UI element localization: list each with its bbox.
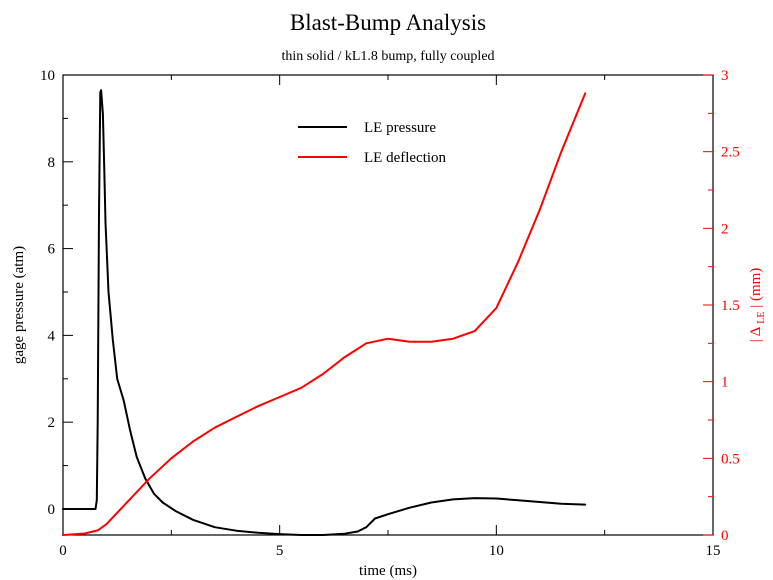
series-line-le-deflection	[62, 92, 587, 536]
x-axis: 0 5 10 15	[59, 75, 721, 559]
series-layer	[62, 89, 587, 536]
y2-axis-label: | Δ LE | (mm)	[748, 268, 768, 343]
series-line-le-pressure	[62, 89, 587, 536]
x-tick-label: 5	[276, 543, 284, 559]
y2-tick-label: 2.5	[721, 145, 740, 161]
y2-tick-label: 1.5	[721, 298, 740, 314]
y-axis-label: gage pressure (atm)	[11, 246, 27, 364]
legend-label-deflection: LE deflection	[364, 150, 447, 166]
y2-axis-label-subscript: LE	[756, 312, 767, 324]
x-axis-label: time (ms)	[359, 563, 417, 579]
y2-axis: 0 0.5 1 1.5 2 2.5 3	[703, 68, 740, 544]
y-tick-label: 8	[48, 155, 56, 171]
y2-tick-label: 1	[721, 375, 729, 391]
y2-tick-label: 0	[721, 528, 729, 544]
y2-axis-label-left: | Δ	[748, 326, 764, 342]
legend-label-pressure: LE pressure	[364, 120, 436, 136]
y-tick-label: 0	[48, 502, 56, 518]
y2-tick-label: 2	[721, 221, 729, 237]
x-tick-label: 10	[489, 543, 504, 559]
y-axis: 0 2 4 6 8 10	[40, 68, 73, 518]
y2-tick-label: 3	[721, 68, 729, 84]
plot-frame	[62, 74, 714, 536]
y-tick-label: 6	[48, 242, 56, 258]
y-tick-label: 2	[48, 415, 56, 431]
legend: LE pressure LE deflection	[298, 120, 447, 166]
chart-title: Blast-Bump Analysis	[290, 10, 486, 35]
x-tick-label: 15	[706, 543, 721, 559]
y-tick-label: 10	[40, 68, 55, 84]
x-tick-label: 0	[59, 543, 67, 559]
y2-axis-label-right: | (mm)	[748, 268, 764, 308]
y2-tick-label: 0.5	[721, 451, 740, 467]
y-tick-label: 4	[48, 328, 56, 344]
chart-subtitle: thin solid / kL1.8 bump, fully coupled	[281, 49, 494, 64]
